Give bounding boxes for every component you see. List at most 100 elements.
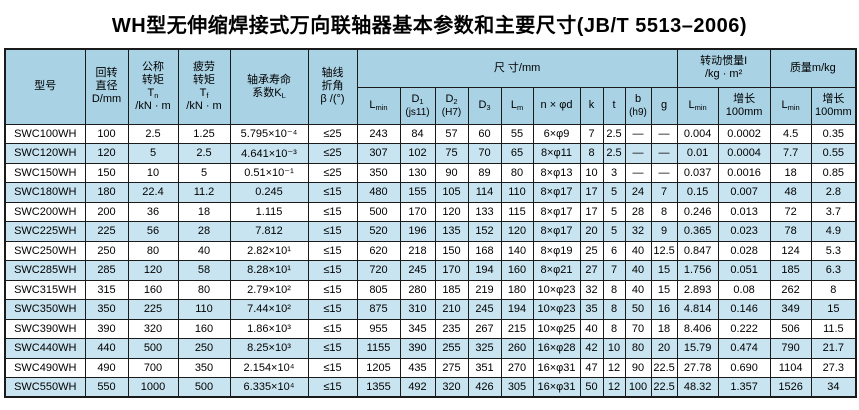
col-group-dimensions: 尺 寸/mm — [356, 48, 678, 88]
cell-b: 90 — [624, 357, 652, 378]
cell-rotation-diameter: 120 — [84, 143, 129, 164]
cell-rotation-diameter: 200 — [84, 201, 129, 222]
col-header-d2: D2 (H7) — [434, 86, 469, 125]
cell-model: SWC250WH — [4, 240, 86, 261]
cell-fatigue-torque: 160 — [177, 318, 231, 339]
cell-g: — — [650, 143, 678, 164]
cell-d1: 492 — [399, 377, 436, 398]
cell-nominal-torque: 2.5 — [127, 123, 179, 144]
cell-fatigue-torque: 110 — [177, 299, 231, 320]
cell-inertia-lmin: 2.893 — [676, 279, 719, 300]
cell-nominal-torque: 700 — [127, 357, 179, 378]
cell-rotation-diameter: 440 — [84, 338, 129, 359]
cell-bearing-life-coeff: 1.115 — [229, 201, 309, 222]
col-header-nominal-torque: 公称 转矩 Tn /kN · m — [127, 48, 179, 125]
cell-t: 7 — [602, 260, 626, 281]
cell-lmin: 307 — [356, 143, 401, 164]
cell-lm: 120 — [500, 221, 534, 242]
cell-inertia-lmin: 8.406 — [676, 318, 719, 339]
cell-d2: 135 — [434, 221, 469, 242]
cell-mass-lmin: 4.5 — [769, 123, 812, 144]
cell-t: 12 — [602, 377, 626, 398]
cell-mass-per-100mm: 5.3 — [810, 240, 857, 261]
cell-mass-per-100mm: 34 — [810, 377, 857, 398]
cell-bearing-life-coeff: 7.812 — [229, 221, 309, 242]
cell-mass-lmin: 349 — [769, 299, 812, 320]
cell-model: SWC490WH — [4, 357, 86, 378]
cell-lm: 115 — [500, 201, 534, 222]
cell-k: 40 — [579, 318, 604, 339]
cell-inertia-per-100mm: 0.051 — [717, 260, 771, 281]
cell-k: 47 — [579, 357, 604, 378]
cell-inertia-lmin: 0.01 — [676, 143, 719, 164]
cell-g: 12.5 — [650, 240, 678, 261]
cell-lm: 80 — [500, 162, 534, 183]
col-header-lm: Lm — [500, 86, 534, 125]
cell-rotation-diameter: 100 — [84, 123, 129, 144]
cell-n-phi-d: 8×φ11 — [532, 143, 581, 164]
cell-g: 16 — [650, 299, 678, 320]
cell-d2: 255 — [434, 338, 469, 359]
cell-b: 28 — [624, 201, 652, 222]
table-header: 型号 回转 直径 D/mm 公称 转矩 Tn /kN · m 疲劳 转矩 Tf /kN … — [4, 48, 857, 125]
cell-g: 22.5 — [650, 357, 678, 378]
table-row: SWC390WH 390 320 160 1.86×10³ ≤15 955 34… — [4, 318, 857, 339]
col-header-d1: D1 (js11) — [399, 86, 436, 125]
cell-t: 5 — [602, 201, 626, 222]
cell-fatigue-torque: 80 — [177, 279, 231, 300]
cell-inertia-per-100mm: 0.023 — [717, 221, 771, 242]
cell-t: 6 — [602, 240, 626, 261]
cell-lm: 160 — [500, 260, 534, 281]
cell-lm: 180 — [500, 279, 534, 300]
cell-b: — — [624, 143, 652, 164]
cell-axis-angle: ≤15 — [307, 221, 358, 242]
cell-rotation-diameter: 390 — [84, 318, 129, 339]
cell-axis-angle: ≤15 — [307, 279, 358, 300]
cell-model: SWC200WH — [4, 201, 86, 222]
cell-k: 10 — [579, 162, 604, 183]
cell-mass-per-100mm: 0.55 — [810, 143, 857, 164]
cell-d3: 168 — [467, 240, 502, 261]
cell-model: SWC285WH — [4, 260, 86, 281]
cell-inertia-lmin: 0.365 — [676, 221, 719, 242]
cell-axis-angle: ≤25 — [307, 123, 358, 144]
cell-lmin: 1205 — [356, 357, 401, 378]
col-header-mass-lmin: Lmin — [769, 86, 812, 125]
col-header-k: k — [579, 86, 604, 125]
cell-nominal-torque: 500 — [127, 338, 179, 359]
cell-axis-angle: ≤25 — [307, 162, 358, 183]
cell-mass-per-100mm: 21.7 — [810, 338, 857, 359]
cell-inertia-per-100mm: 0.0004 — [717, 143, 771, 164]
cell-g: 15 — [650, 260, 678, 281]
cell-n-phi-d: 8×φ13 — [532, 162, 581, 183]
cell-d2: 75 — [434, 143, 469, 164]
cell-inertia-lmin: 0.246 — [676, 201, 719, 222]
cell-inertia-per-100mm: 0.028 — [717, 240, 771, 261]
cell-mass-per-100mm: 15 — [810, 299, 857, 320]
cell-bearing-life-coeff: 0.245 — [229, 182, 309, 203]
cell-k: 25 — [579, 240, 604, 261]
cell-b: 24 — [624, 182, 652, 203]
cell-mass-per-100mm: 27.3 — [810, 357, 857, 378]
cell-k: 27 — [579, 260, 604, 281]
cell-d2: 275 — [434, 357, 469, 378]
cell-lmin: 620 — [356, 240, 401, 261]
cell-inertia-per-100mm: 0.474 — [717, 338, 771, 359]
col-header-b: b (h9) — [624, 86, 652, 125]
table-row: SWC150WH 150 10 5 0.51×10⁻¹ ≤25 350 130 … — [4, 162, 857, 183]
col-header-mass-per-100mm: 增长 100mm — [810, 86, 857, 125]
cell-b: — — [624, 123, 652, 144]
table-row: SWC100WH 100 2.5 1.25 5.795×10⁻⁴ ≤25 243… — [4, 123, 857, 144]
cell-d1: 84 — [399, 123, 436, 144]
cell-d2: 150 — [434, 240, 469, 261]
cell-b: 40 — [624, 279, 652, 300]
cell-g: 8 — [650, 201, 678, 222]
cell-lmin: 955 — [356, 318, 401, 339]
table-row: SWC350WH 350 225 110 7.44×10² ≤15 875 31… — [4, 299, 857, 320]
cell-model: SWC350WH — [4, 299, 86, 320]
cell-mass-lmin: 1104 — [769, 357, 812, 378]
cell-inertia-lmin: 1.756 — [676, 260, 719, 281]
cell-inertia-per-100mm: 0.0002 — [717, 123, 771, 144]
col-header-inertia-per-100mm: 增长 100mm — [717, 86, 771, 125]
cell-g: 9 — [650, 221, 678, 242]
